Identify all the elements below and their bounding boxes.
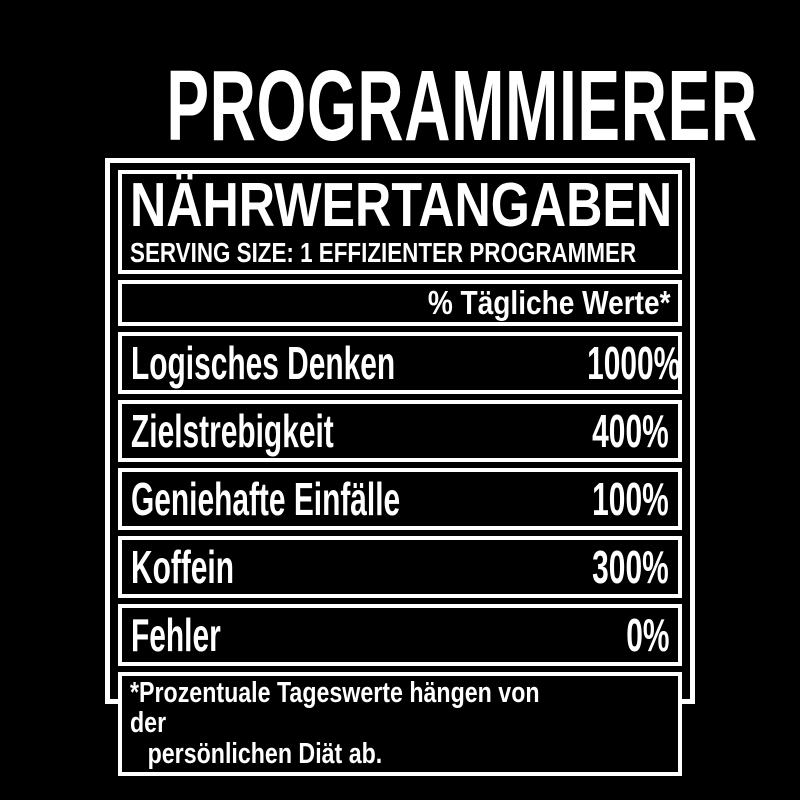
row-label: Zielstrebigkeit xyxy=(131,404,334,457)
page-title-text: PROGRAMMIERER xyxy=(166,50,758,162)
serving-size-line: SERVING SIZE: 1 EFFIZIENTER PROGRAMMER xyxy=(130,237,637,269)
page-title: PROGRAMMIERER xyxy=(0,56,800,156)
daily-values-header-box: % Tägliche Werte* xyxy=(118,279,682,326)
row-label: Logisches Denken xyxy=(131,336,396,389)
label-header-box: NÄHRWERTANGABEN SERVING SIZE: 1 EFFIZIEN… xyxy=(118,170,682,274)
row-value: 300% xyxy=(592,540,669,593)
nutrition-label-frame: NÄHRWERTANGABEN SERVING SIZE: 1 EFFIZIEN… xyxy=(105,158,695,776)
row-label: Koffein xyxy=(131,540,234,593)
row-value: 1000% xyxy=(587,336,681,389)
footnote-box: *Prozentuale Tageswerte hängen von der p… xyxy=(118,671,682,776)
footnote: *Prozentuale Tageswerte hängen von der p… xyxy=(130,676,562,771)
footnote-line-1: *Prozentuale Tageswerte hängen von der xyxy=(130,676,540,740)
row-value: 400% xyxy=(592,404,669,457)
table-row: Zielstrebigkeit 400% xyxy=(118,399,682,462)
row-value: 0% xyxy=(625,608,669,661)
row-value: 100% xyxy=(592,472,669,525)
table-row: Fehler 0% xyxy=(118,603,682,666)
row-label: Fehler xyxy=(131,608,221,661)
table-row: Geniehafte Einfälle 100% xyxy=(118,467,682,530)
table-row: Koffein 300% xyxy=(118,535,682,598)
daily-values-header: % Tägliche Werte* xyxy=(427,283,670,321)
table-row: Logisches Denken 1000% xyxy=(118,331,682,394)
label-heading: NÄHRWERTANGABEN xyxy=(130,171,673,240)
row-label: Geniehafte Einfälle xyxy=(131,472,401,525)
footnote-line-2: persönlichen Diät ab. xyxy=(147,738,383,771)
